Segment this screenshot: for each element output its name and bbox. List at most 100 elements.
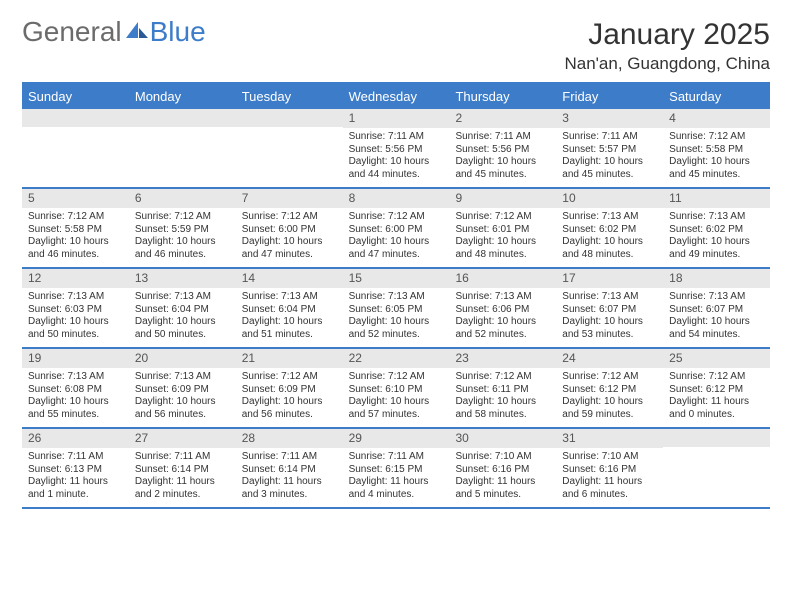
sunset-text: Sunset: 6:12 PM [562, 384, 657, 397]
day-body: Sunrise: 7:12 AMSunset: 6:12 PMDaylight:… [556, 368, 663, 426]
day-number: 1 [343, 109, 450, 128]
sunrise-text: Sunrise: 7:12 AM [242, 211, 337, 224]
daylight-text: Daylight: 10 hours and 45 minutes. [455, 156, 550, 181]
daylight-text: Daylight: 11 hours and 6 minutes. [562, 476, 657, 501]
sunrise-text: Sunrise: 7:13 AM [28, 371, 123, 384]
day-cell [663, 429, 770, 507]
day-number [663, 429, 770, 447]
day-body: Sunrise: 7:13 AMSunset: 6:02 PMDaylight:… [556, 208, 663, 266]
day-cell: 13Sunrise: 7:13 AMSunset: 6:04 PMDayligh… [129, 269, 236, 347]
calendar: Sunday Monday Tuesday Wednesday Thursday… [22, 82, 770, 509]
day-number: 22 [343, 349, 450, 368]
day-body: Sunrise: 7:11 AMSunset: 6:14 PMDaylight:… [129, 448, 236, 506]
day-body: Sunrise: 7:13 AMSunset: 6:06 PMDaylight:… [449, 288, 556, 346]
daylight-text: Daylight: 10 hours and 44 minutes. [349, 156, 444, 181]
day-number: 3 [556, 109, 663, 128]
day-cell: 27Sunrise: 7:11 AMSunset: 6:14 PMDayligh… [129, 429, 236, 507]
day-body [129, 127, 236, 135]
daylight-text: Daylight: 10 hours and 50 minutes. [28, 316, 123, 341]
day-cell: 25Sunrise: 7:12 AMSunset: 6:12 PMDayligh… [663, 349, 770, 427]
day-number: 30 [449, 429, 556, 448]
sunset-text: Sunset: 6:06 PM [455, 304, 550, 317]
sunrise-text: Sunrise: 7:13 AM [562, 291, 657, 304]
weekday-friday: Friday [556, 84, 663, 109]
day-number: 18 [663, 269, 770, 288]
day-number: 7 [236, 189, 343, 208]
day-cell [22, 109, 129, 187]
sunset-text: Sunset: 5:59 PM [135, 224, 230, 237]
sunrise-text: Sunrise: 7:10 AM [455, 451, 550, 464]
day-cell: 22Sunrise: 7:12 AMSunset: 6:10 PMDayligh… [343, 349, 450, 427]
day-body: Sunrise: 7:13 AMSunset: 6:02 PMDaylight:… [663, 208, 770, 266]
daylight-text: Daylight: 10 hours and 47 minutes. [349, 236, 444, 261]
day-cell: 19Sunrise: 7:13 AMSunset: 6:08 PMDayligh… [22, 349, 129, 427]
day-body: Sunrise: 7:13 AMSunset: 6:08 PMDaylight:… [22, 368, 129, 426]
weekday-monday: Monday [129, 84, 236, 109]
weekday-header-row: Sunday Monday Tuesday Wednesday Thursday… [22, 84, 770, 109]
day-cell: 6Sunrise: 7:12 AMSunset: 5:59 PMDaylight… [129, 189, 236, 267]
day-body: Sunrise: 7:11 AMSunset: 6:13 PMDaylight:… [22, 448, 129, 506]
sunrise-text: Sunrise: 7:11 AM [242, 451, 337, 464]
daylight-text: Daylight: 10 hours and 50 minutes. [135, 316, 230, 341]
day-number: 2 [449, 109, 556, 128]
day-cell: 21Sunrise: 7:12 AMSunset: 6:09 PMDayligh… [236, 349, 343, 427]
day-number: 31 [556, 429, 663, 448]
daylight-text: Daylight: 10 hours and 48 minutes. [562, 236, 657, 261]
sunrise-text: Sunrise: 7:11 AM [28, 451, 123, 464]
sunset-text: Sunset: 6:10 PM [349, 384, 444, 397]
day-number: 6 [129, 189, 236, 208]
day-body: Sunrise: 7:10 AMSunset: 6:16 PMDaylight:… [449, 448, 556, 506]
daylight-text: Daylight: 10 hours and 54 minutes. [669, 316, 764, 341]
day-body: Sunrise: 7:13 AMSunset: 6:03 PMDaylight:… [22, 288, 129, 346]
sunrise-text: Sunrise: 7:11 AM [135, 451, 230, 464]
sunrise-text: Sunrise: 7:11 AM [455, 131, 550, 144]
sunrise-text: Sunrise: 7:12 AM [349, 211, 444, 224]
sunset-text: Sunset: 6:04 PM [242, 304, 337, 317]
sunrise-text: Sunrise: 7:13 AM [562, 211, 657, 224]
day-cell: 24Sunrise: 7:12 AMSunset: 6:12 PMDayligh… [556, 349, 663, 427]
day-cell: 1Sunrise: 7:11 AMSunset: 5:56 PMDaylight… [343, 109, 450, 187]
day-body: Sunrise: 7:13 AMSunset: 6:04 PMDaylight:… [129, 288, 236, 346]
sunrise-text: Sunrise: 7:12 AM [28, 211, 123, 224]
day-body: Sunrise: 7:12 AMSunset: 6:12 PMDaylight:… [663, 368, 770, 426]
day-cell: 14Sunrise: 7:13 AMSunset: 6:04 PMDayligh… [236, 269, 343, 347]
day-body: Sunrise: 7:12 AMSunset: 5:58 PMDaylight:… [22, 208, 129, 266]
sunrise-text: Sunrise: 7:13 AM [242, 291, 337, 304]
sunrise-text: Sunrise: 7:12 AM [349, 371, 444, 384]
day-number: 28 [236, 429, 343, 448]
day-cell: 31Sunrise: 7:10 AMSunset: 6:16 PMDayligh… [556, 429, 663, 507]
sunrise-text: Sunrise: 7:11 AM [349, 451, 444, 464]
header: General Blue January 2025 Nan'an, Guangd… [22, 18, 770, 74]
sunrise-text: Sunrise: 7:11 AM [562, 131, 657, 144]
daylight-text: Daylight: 10 hours and 56 minutes. [242, 396, 337, 421]
sunset-text: Sunset: 6:11 PM [455, 384, 550, 397]
sunset-text: Sunset: 6:08 PM [28, 384, 123, 397]
day-body: Sunrise: 7:12 AMSunset: 6:01 PMDaylight:… [449, 208, 556, 266]
daylight-text: Daylight: 10 hours and 52 minutes. [455, 316, 550, 341]
week-row: 1Sunrise: 7:11 AMSunset: 5:56 PMDaylight… [22, 109, 770, 189]
day-number [129, 109, 236, 127]
day-cell: 20Sunrise: 7:13 AMSunset: 6:09 PMDayligh… [129, 349, 236, 427]
daylight-text: Daylight: 10 hours and 45 minutes. [669, 156, 764, 181]
day-body [236, 127, 343, 135]
day-cell: 8Sunrise: 7:12 AMSunset: 6:00 PMDaylight… [343, 189, 450, 267]
title-block: January 2025 Nan'an, Guangdong, China [564, 18, 770, 74]
day-number: 25 [663, 349, 770, 368]
day-number [22, 109, 129, 127]
sunrise-text: Sunrise: 7:12 AM [455, 371, 550, 384]
sunrise-text: Sunrise: 7:13 AM [349, 291, 444, 304]
day-number: 29 [343, 429, 450, 448]
weekday-wednesday: Wednesday [343, 84, 450, 109]
sunset-text: Sunset: 6:14 PM [135, 464, 230, 477]
day-cell: 28Sunrise: 7:11 AMSunset: 6:14 PMDayligh… [236, 429, 343, 507]
sunset-text: Sunset: 6:02 PM [669, 224, 764, 237]
day-number: 11 [663, 189, 770, 208]
day-cell: 29Sunrise: 7:11 AMSunset: 6:15 PMDayligh… [343, 429, 450, 507]
weekday-tuesday: Tuesday [236, 84, 343, 109]
day-body: Sunrise: 7:11 AMSunset: 5:57 PMDaylight:… [556, 128, 663, 186]
sunset-text: Sunset: 6:16 PM [562, 464, 657, 477]
weekday-sunday: Sunday [22, 84, 129, 109]
sunset-text: Sunset: 6:07 PM [669, 304, 764, 317]
logo-sail-icon [124, 20, 150, 47]
day-body: Sunrise: 7:11 AMSunset: 6:15 PMDaylight:… [343, 448, 450, 506]
